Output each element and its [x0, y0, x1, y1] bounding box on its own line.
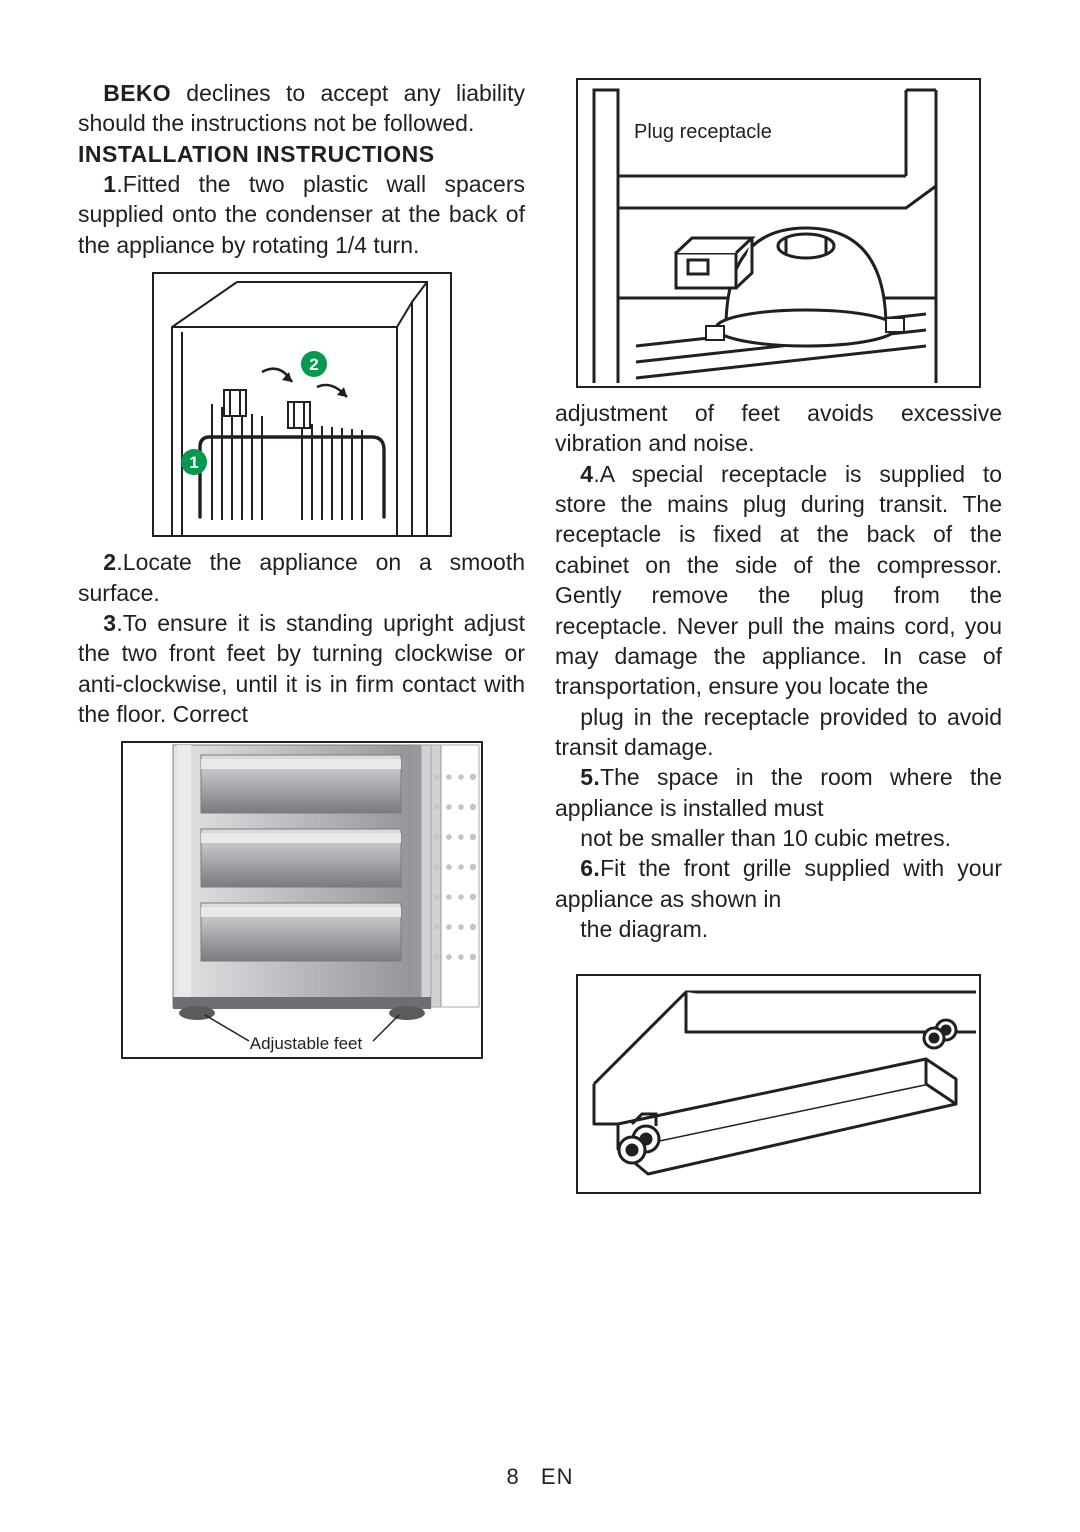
- installation-heading: INSTALLATION INSTRUCTIONS: [78, 139, 525, 169]
- right-column: Plug receptacle: [555, 78, 1002, 1204]
- step-4-text: .A special receptacle is supplied to sto…: [555, 461, 1002, 700]
- plug-receptacle-label: Plug receptacle: [634, 121, 772, 143]
- callout-2: 2: [309, 355, 318, 374]
- left-column: BEKO declines to accept any liability sh…: [78, 78, 525, 1204]
- two-column-layout: BEKO declines to accept any liability sh…: [78, 78, 1002, 1204]
- step-1-text: .Fitted the two plastic wall spacers sup…: [78, 171, 525, 258]
- step-3: 3.To ensure it is standing upright adjus…: [78, 608, 525, 729]
- step-6-number: 6.: [580, 855, 600, 881]
- figure-condenser-spacers: 1 2: [152, 272, 452, 537]
- figure-front-grille: [576, 974, 981, 1194]
- step-6: 6.Fit the front grille supplied with you…: [555, 853, 1002, 914]
- step-1: 1.Fitted the two plastic wall spacers su…: [78, 169, 525, 260]
- step-4b: plug in the receptacle provided to avoid…: [555, 702, 1002, 763]
- figure-plug-receptacle: Plug receptacle: [576, 78, 981, 388]
- step-5b: not be smaller than 10 cubic metres.: [555, 823, 1002, 853]
- intro-paragraph: BEKO declines to accept any liability sh…: [78, 78, 525, 139]
- step-3-number: 3: [103, 610, 116, 636]
- step-3-text: .To ensure it is standing upright adjust…: [78, 610, 525, 727]
- step-5: 5.The space in the room where the applia…: [555, 762, 1002, 823]
- figure-adjustable-feet: Adjustable feet: [121, 741, 483, 1059]
- page: BEKO declines to accept any liability sh…: [0, 0, 1080, 1532]
- step-5-number: 5.: [580, 764, 600, 790]
- page-lang: EN: [541, 1464, 574, 1489]
- step-2: 2.Locate the appliance on a smooth surfa…: [78, 547, 525, 608]
- figure-feet-caption: Adjustable feet: [249, 1034, 362, 1053]
- step-6-text: Fit the front grille supplied with your …: [555, 855, 1002, 911]
- page-number: 8: [507, 1464, 520, 1489]
- page-footer: 8 EN: [0, 1464, 1080, 1490]
- step-2-number: 2: [103, 549, 116, 575]
- step-4-number: 4: [580, 461, 593, 487]
- callout-1: 1: [189, 453, 198, 472]
- step-4: 4.A special receptacle is supplied to st…: [555, 459, 1002, 702]
- step-5-text: The space in the room where the applianc…: [555, 764, 1002, 820]
- brand-name: BEKO: [103, 80, 171, 106]
- step-6b: the diagram.: [555, 914, 1002, 944]
- step-3-continued: adjustment of feet avoids excessive vibr…: [555, 398, 1002, 459]
- step-1-number: 1: [103, 171, 116, 197]
- step-2-text: .Locate the appliance on a smooth surfac…: [78, 549, 525, 605]
